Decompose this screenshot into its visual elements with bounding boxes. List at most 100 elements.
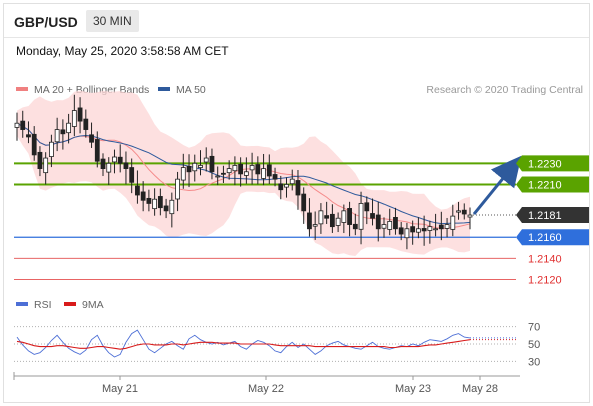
- candle-body: [427, 226, 433, 231]
- bollinger-band: [17, 90, 470, 256]
- label-level-1.2210: 1.2210: [516, 176, 589, 193]
- candle-body: [221, 172, 226, 175]
- candle: [26, 121, 31, 144]
- candle-body: [393, 217, 398, 230]
- candle: [135, 170, 140, 204]
- candle: [215, 166, 221, 186]
- candle-body: [272, 174, 278, 180]
- candle: [232, 156, 238, 186]
- candle: [209, 148, 215, 180]
- candle: [100, 153, 106, 177]
- candle: [37, 146, 43, 177]
- candle-body: [467, 214, 473, 218]
- candle: [307, 198, 312, 237]
- candle: [54, 117, 60, 152]
- candle: [163, 198, 169, 219]
- candle: [43, 152, 49, 185]
- candle-body: [66, 122, 72, 134]
- candle-body: [71, 110, 77, 127]
- candle-body: [129, 167, 135, 183]
- candle: [77, 97, 83, 134]
- candle: [31, 126, 37, 161]
- candle: [324, 201, 330, 224]
- candle-body: [226, 168, 232, 174]
- candle: [89, 122, 94, 148]
- candle-body: [341, 210, 347, 223]
- candle-body: [215, 175, 221, 178]
- candle: [433, 213, 438, 237]
- candle: [329, 204, 335, 233]
- credit-text: Research © 2020 Trading Central: [426, 84, 583, 96]
- candle-body: [203, 157, 209, 163]
- candle: [347, 201, 352, 237]
- candle-body: [43, 157, 49, 174]
- candle: [112, 149, 117, 174]
- chart-frame: [3, 3, 590, 403]
- candle-body: [152, 198, 158, 210]
- candle-body: [421, 228, 427, 232]
- currency-pair: GBP/USD: [14, 14, 78, 30]
- candle-body: [163, 205, 169, 212]
- candle-body: [444, 224, 450, 229]
- timeframe-badge[interactable]: 30 MIN: [86, 10, 139, 32]
- rsi-tick-50: 50: [528, 339, 540, 351]
- candle: [415, 217, 421, 239]
- legend-rsi-swatch: [16, 302, 28, 307]
- candle: [444, 217, 450, 238]
- candle: [203, 147, 209, 172]
- candle-body: [89, 134, 94, 143]
- candle: [94, 131, 100, 168]
- candle-body: [186, 165, 192, 173]
- label-level-bg: [516, 176, 589, 193]
- candle-body: [77, 107, 83, 122]
- candle-body: [135, 185, 140, 196]
- legend-rsi-label: RSI: [34, 299, 52, 311]
- candle: [438, 211, 444, 241]
- candle-body: [295, 180, 301, 196]
- candle: [20, 110, 26, 138]
- candle-body: [335, 217, 341, 226]
- candle: [278, 175, 284, 200]
- candle-body: [209, 155, 215, 173]
- candle-body: [249, 165, 255, 171]
- candle: [381, 217, 387, 238]
- candle-body: [123, 162, 129, 170]
- x-tick-label: May 23: [395, 383, 431, 395]
- legend-9ma-swatch: [64, 302, 76, 307]
- candle: [301, 187, 307, 224]
- candle-body: [31, 133, 37, 156]
- label-level-text: 1.2230: [528, 158, 562, 170]
- candle-body: [180, 167, 186, 181]
- candle-body: [450, 215, 456, 230]
- forecast-arrow: [472, 155, 522, 216]
- candle: [410, 220, 416, 245]
- candle: [106, 157, 112, 185]
- candle: [370, 198, 375, 226]
- candle: [226, 160, 232, 180]
- legend-ma50-label: MA 50: [176, 84, 206, 96]
- candle-body: [198, 165, 203, 168]
- candle-body: [54, 129, 60, 143]
- candle-body: [307, 212, 312, 230]
- label-current-text: 1.2181: [528, 210, 562, 222]
- candle-body: [266, 164, 272, 177]
- candle-body: [261, 168, 266, 179]
- legend-ma50-swatch: [158, 87, 170, 92]
- candle-body: [94, 139, 100, 162]
- candle: [358, 191, 364, 245]
- candle: [387, 208, 393, 236]
- candle-body: [192, 162, 198, 172]
- candle-body: [106, 162, 112, 173]
- label-level-1.2230: 1.2230: [516, 155, 589, 172]
- candle-body: [387, 220, 393, 230]
- candle-body: [117, 156, 123, 164]
- candle-body: [243, 171, 249, 176]
- chart-header: GBP/USD 30 MIN: [4, 4, 589, 38]
- candle-body: [49, 141, 54, 157]
- candle-body: [238, 163, 244, 175]
- candle-body: [83, 118, 89, 130]
- candle: [238, 157, 244, 187]
- candle: [71, 94, 77, 137]
- candle-body: [318, 210, 324, 225]
- label-level-text: 1.2160: [528, 232, 562, 244]
